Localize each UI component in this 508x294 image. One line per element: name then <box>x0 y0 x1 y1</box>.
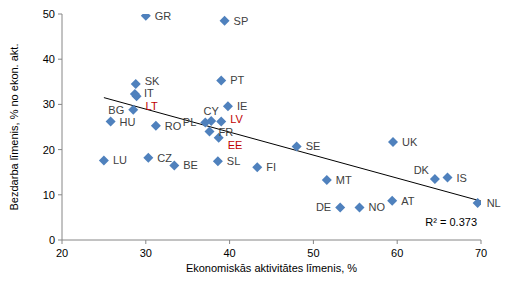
point-label: PT <box>230 74 244 86</box>
point-label: IS <box>456 172 466 184</box>
point <box>387 196 397 206</box>
point <box>99 155 109 165</box>
annotation: R² = 0.373 <box>425 216 477 228</box>
point-label: FR <box>218 126 233 138</box>
point-label: CZ <box>157 152 172 164</box>
point <box>128 105 138 115</box>
point <box>106 117 116 127</box>
point-label: AT <box>401 195 415 207</box>
x-tick <box>313 240 314 244</box>
point-label: BE <box>183 159 198 171</box>
point <box>442 173 452 183</box>
point-label: BG <box>108 104 124 116</box>
x-axis <box>62 240 481 241</box>
point <box>354 202 364 212</box>
point-label: SE <box>306 140 321 152</box>
x-tick-label: 50 <box>307 247 319 259</box>
point-label: NL <box>487 197 501 209</box>
point <box>388 137 398 147</box>
point <box>223 101 233 111</box>
y-tick-label: 10 <box>43 189 55 201</box>
y-tick-label: 20 <box>43 144 55 156</box>
x-tick-label: 40 <box>223 247 235 259</box>
point-label: FI <box>266 161 276 173</box>
point <box>220 16 230 26</box>
point-label: HU <box>120 116 136 128</box>
y-tick-label: 50 <box>43 8 55 20</box>
x-tick <box>229 240 230 244</box>
x-tick <box>62 240 63 244</box>
x-tick-label: 20 <box>56 247 68 259</box>
point-label: GR <box>155 10 172 22</box>
y-tick <box>58 149 62 150</box>
point-label: LT <box>146 100 158 112</box>
point <box>335 202 345 212</box>
point <box>473 198 481 208</box>
y-axis-title: Bezdarba līmenis, % no ekon. akt. <box>8 44 20 211</box>
x-tick-label: 60 <box>391 247 403 259</box>
point-label: PL <box>183 116 196 128</box>
point-label: NO <box>368 201 385 213</box>
point-label: UK <box>402 136 418 148</box>
point <box>131 79 141 89</box>
x-tick <box>481 240 482 244</box>
point <box>216 75 226 85</box>
y-axis <box>62 14 63 240</box>
y-tick-label: 30 <box>43 98 55 110</box>
point <box>151 121 161 131</box>
x-tick <box>397 240 398 244</box>
x-tick-label: 30 <box>140 247 152 259</box>
y-tick <box>58 59 62 60</box>
trend-line <box>104 98 481 202</box>
point <box>213 156 223 166</box>
point <box>322 175 332 185</box>
point-label: SL <box>227 155 240 167</box>
point-label: IE <box>237 100 247 112</box>
chart: 0 10 20 30 40 50 20 30 40 50 60 70 Ekonomiskās aktiv… <box>0 0 508 294</box>
point <box>143 153 153 163</box>
y-tick-label: 40 <box>43 53 55 65</box>
plot-area <box>99 14 481 212</box>
y-tick <box>58 194 62 195</box>
y-tick <box>58 14 62 15</box>
point-label: RO <box>165 120 182 132</box>
point <box>252 162 262 172</box>
point-label: DK <box>414 164 430 176</box>
point-label: LV <box>230 113 243 125</box>
point <box>430 174 440 184</box>
point-label: EE <box>228 139 243 151</box>
point <box>141 14 151 21</box>
y-tick <box>58 104 62 105</box>
point-label: CY <box>204 105 220 117</box>
point-label: DE <box>316 201 331 213</box>
y-tick <box>58 240 62 241</box>
y-tick-label: 0 <box>49 234 55 246</box>
point <box>292 141 302 151</box>
x-axis-title: Ekonomiskās aktivitātes līmenis, % <box>186 262 357 274</box>
point-label: MT <box>336 174 352 186</box>
point-label: IT <box>144 87 154 99</box>
point-label: LU <box>113 154 127 166</box>
point-label: SK <box>145 75 160 87</box>
point <box>132 91 142 101</box>
point-label: SP <box>234 15 249 27</box>
point <box>204 127 214 137</box>
point <box>200 117 210 127</box>
x-tick-label: 70 <box>475 247 487 259</box>
x-tick <box>145 240 146 244</box>
